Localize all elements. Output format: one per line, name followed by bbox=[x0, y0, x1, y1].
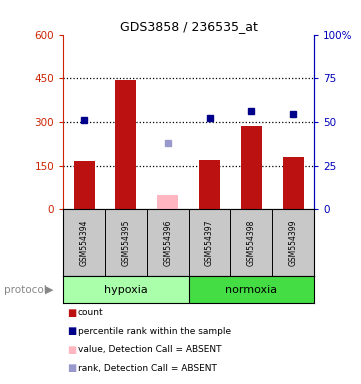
Text: ▶: ▶ bbox=[44, 285, 53, 295]
Bar bbox=[283, 157, 304, 209]
Text: GSM554396: GSM554396 bbox=[163, 220, 172, 266]
Bar bbox=[199, 160, 220, 209]
Bar bbox=[241, 126, 262, 209]
Bar bbox=[116, 80, 136, 209]
Bar bbox=[157, 195, 178, 209]
Text: protocol: protocol bbox=[4, 285, 46, 295]
Text: GSM554399: GSM554399 bbox=[289, 220, 298, 266]
Text: ■: ■ bbox=[67, 345, 76, 355]
Title: GDS3858 / 236535_at: GDS3858 / 236535_at bbox=[120, 20, 257, 33]
Text: hypoxia: hypoxia bbox=[104, 285, 148, 295]
Text: ■: ■ bbox=[67, 363, 76, 373]
Text: count: count bbox=[78, 308, 103, 318]
Bar bbox=[63, 276, 188, 303]
Text: GSM554394: GSM554394 bbox=[79, 220, 88, 266]
Text: normoxia: normoxia bbox=[225, 285, 277, 295]
Text: percentile rank within the sample: percentile rank within the sample bbox=[78, 327, 231, 336]
Text: ■: ■ bbox=[67, 326, 76, 336]
Bar bbox=[188, 276, 314, 303]
Text: GSM554397: GSM554397 bbox=[205, 220, 214, 266]
Bar bbox=[74, 161, 95, 209]
Text: value, Detection Call = ABSENT: value, Detection Call = ABSENT bbox=[78, 345, 221, 354]
Text: GSM554398: GSM554398 bbox=[247, 220, 256, 266]
Text: GSM554395: GSM554395 bbox=[121, 220, 130, 266]
Text: rank, Detection Call = ABSENT: rank, Detection Call = ABSENT bbox=[78, 364, 217, 373]
Text: ■: ■ bbox=[67, 308, 76, 318]
